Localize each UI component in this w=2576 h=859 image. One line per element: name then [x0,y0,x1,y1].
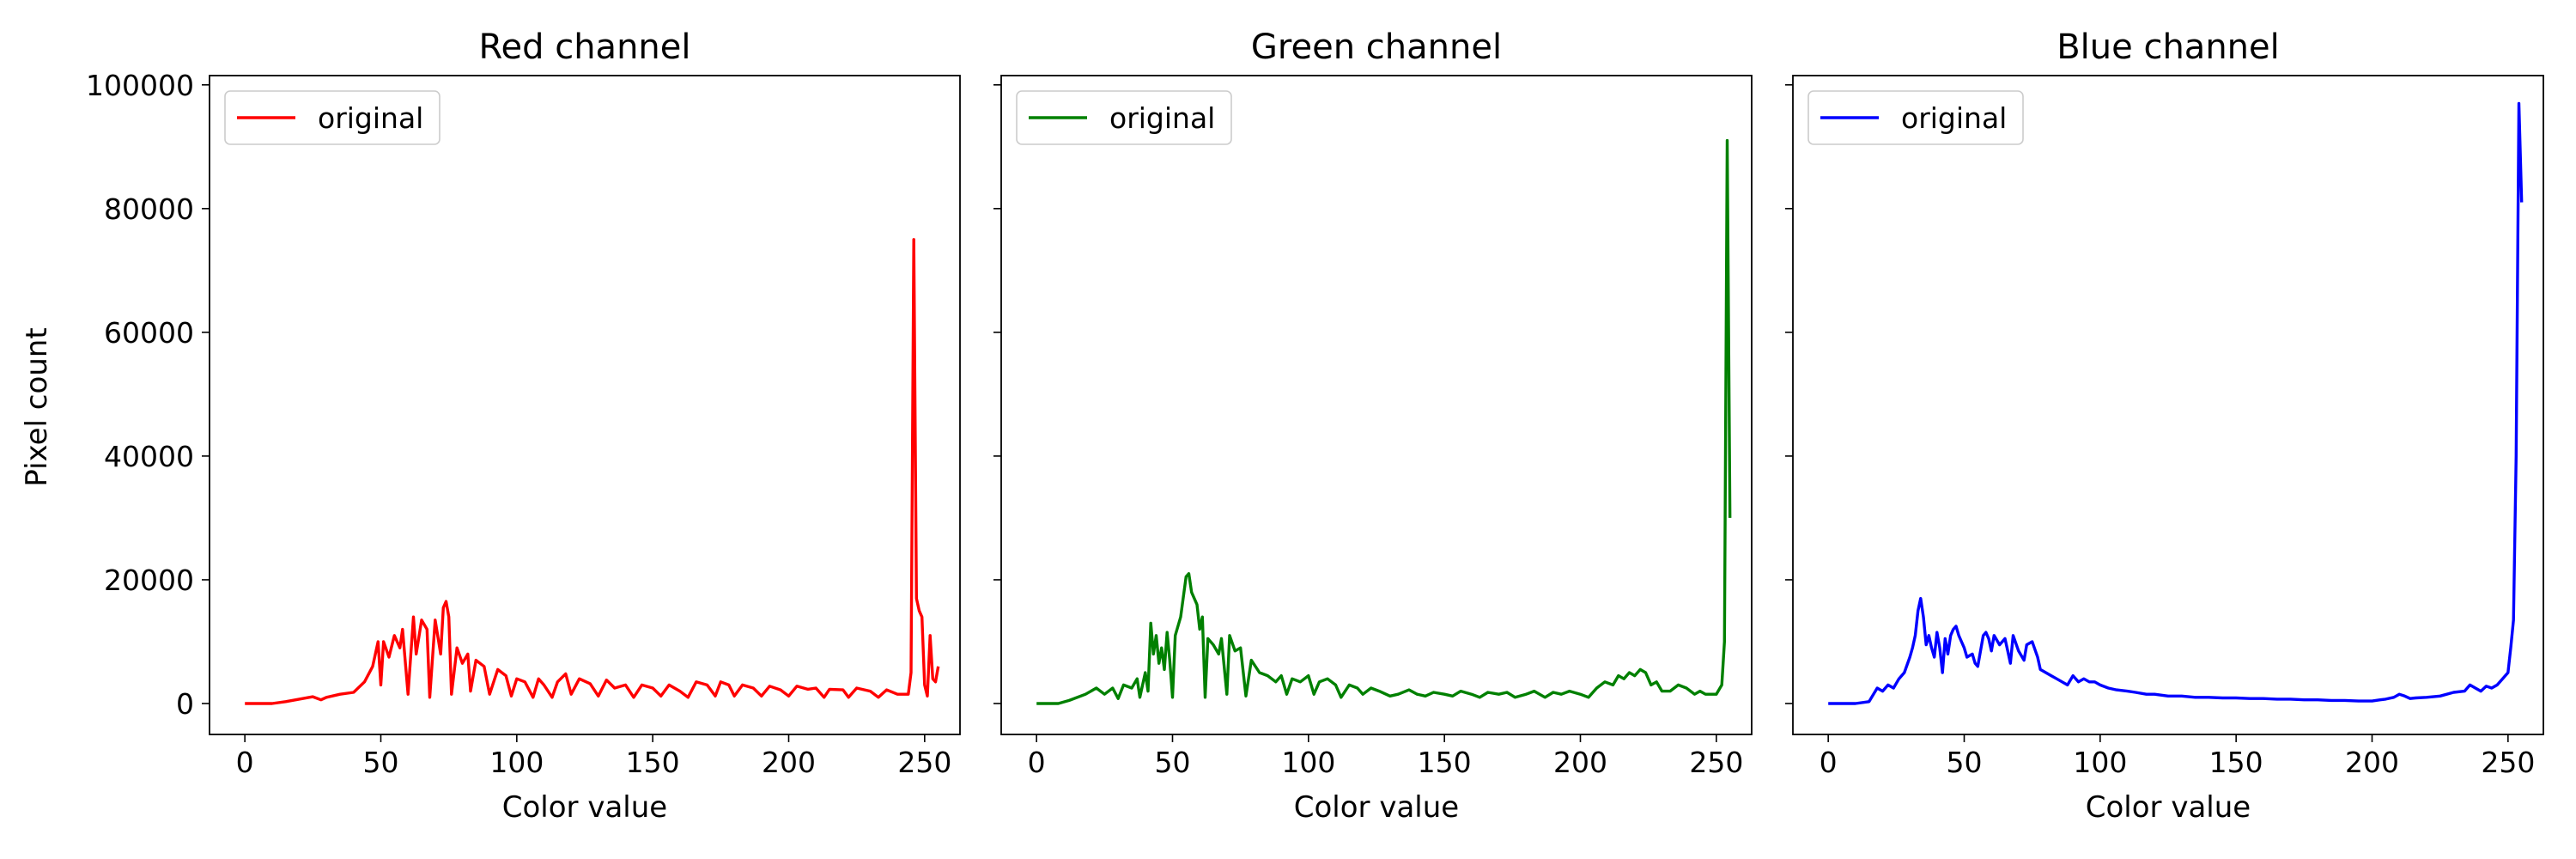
x-tick-label: 50 [363,746,399,779]
blue-channel-legend: original [1807,90,2024,145]
x-tick-label: 100 [489,746,544,779]
legend-label: original [318,101,423,135]
x-tick-label: 200 [2345,746,2399,779]
blue-channel-title: Blue channel [2057,27,2280,67]
green-channel-series-line-original [1036,138,1732,705]
x-tick-label: 250 [1689,746,1743,779]
x-tick-label: 0 [1820,746,1838,779]
x-tick-label: 150 [1418,746,1472,779]
legend-box [1807,90,2024,145]
y-tick-label: 40000 [104,440,194,473]
x-tick-label: 50 [1947,746,1983,779]
green-channel-panel: Green channel 0 50 100 150 200 250 Color value o… [993,27,1753,825]
x-tick-label: 200 [1553,746,1607,779]
x-tick-label: 0 [1028,746,1046,779]
shared-y-axis-label: Pixel count [20,327,54,486]
x-tick-label: 250 [897,746,951,779]
y-tick-label: 60000 [104,316,194,350]
x-tick-label: 100 [2073,746,2127,779]
y-tick-label: 20000 [104,564,194,597]
x-tick-label: 150 [626,746,680,779]
x-tick-label: 200 [762,746,816,779]
blue-channel-axes-frame [1792,75,2544,735]
green-channel-title: Green channel [1251,27,1502,67]
x-tick-label: 0 [236,746,254,779]
y-tick-label: 80000 [104,192,194,226]
y-tick-label: 0 [176,687,194,721]
legend-label: original [1109,101,1215,135]
x-tick-label: 150 [2209,746,2263,779]
red-channel-series-line-original [245,238,940,705]
blue-channel-panel: Blue channel 0 50 100 150 200 250 Color value or… [1785,27,2544,825]
green-channel-x-axis-label: Color value [1294,790,1459,825]
green-channel-legend: original [1016,90,1232,145]
red-channel-axes-frame [209,75,961,735]
legend-box [224,90,440,145]
green-channel-axes-frame [1000,75,1753,735]
x-tick-label: 250 [2481,746,2535,779]
x-tick-label: 50 [1155,746,1191,779]
red-channel-legend: original [224,90,440,145]
legend-label: original [1901,101,2007,135]
y-tick-label: 100000 [86,69,194,102]
red-channel-title: Red channel [479,27,691,67]
legend-box [1016,90,1232,145]
red-channel-x-axis-label: Color value [502,790,667,825]
red-channel-panel: Red channel 0 50 100 150 200 250 0 20000 40000 600… [86,27,961,825]
blue-channel-series-line-original [1828,101,2524,705]
x-tick-label: 100 [1281,746,1335,779]
blue-channel-x-axis-label: Color value [2086,790,2251,825]
